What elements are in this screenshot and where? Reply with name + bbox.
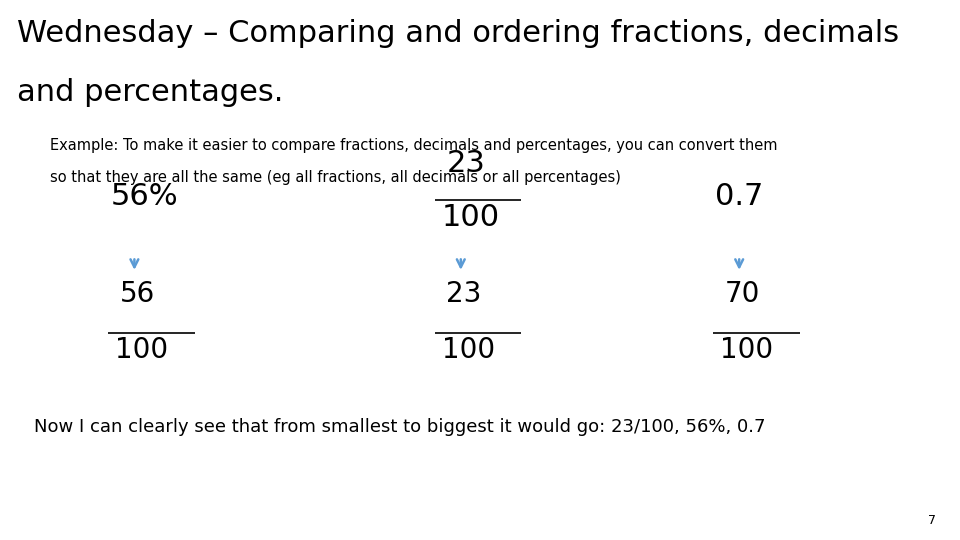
Text: 70: 70	[725, 280, 760, 308]
Text: 23: 23	[446, 280, 482, 308]
Text: 100: 100	[115, 336, 168, 365]
Text: and percentages.: and percentages.	[17, 78, 283, 107]
Text: 100: 100	[442, 336, 494, 365]
Text: 56: 56	[120, 280, 156, 308]
Text: 100: 100	[442, 202, 500, 232]
Text: 0.7: 0.7	[715, 181, 763, 211]
Text: 23: 23	[446, 149, 485, 178]
Text: Example: To make it easier to compare fractions, decimals and percentages, you c: Example: To make it easier to compare fr…	[50, 138, 778, 153]
Text: Now I can clearly see that from smallest to biggest it would go: 23/100, 56%, 0.: Now I can clearly see that from smallest…	[34, 418, 765, 436]
Text: 100: 100	[720, 336, 773, 365]
Text: 56%: 56%	[110, 181, 178, 211]
Text: 7: 7	[928, 514, 936, 526]
Text: Wednesday – Comparing and ordering fractions, decimals: Wednesday – Comparing and ordering fract…	[17, 19, 900, 48]
Text: so that they are all the same (eg all fractions, all decimals or all percentages: so that they are all the same (eg all fr…	[50, 170, 621, 185]
